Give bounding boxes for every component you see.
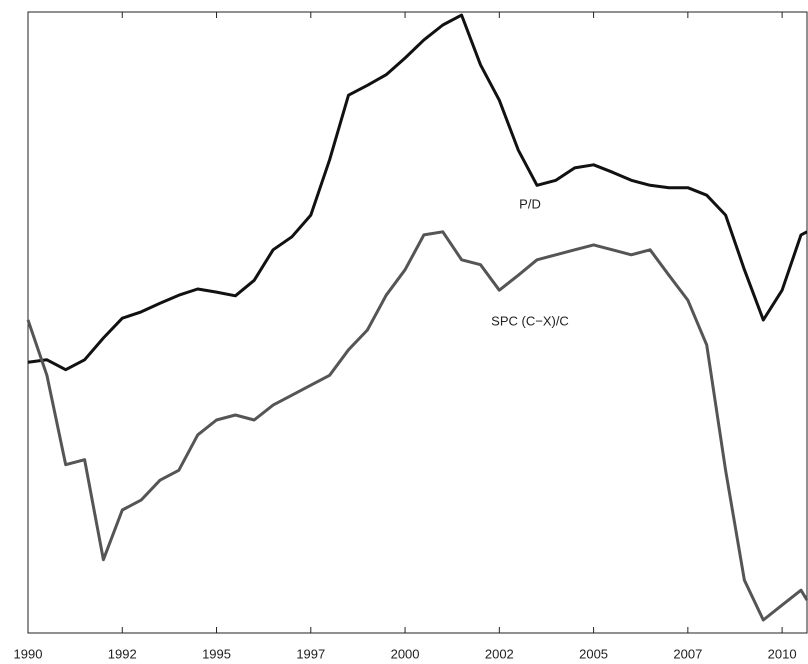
annotation: P/D (519, 196, 541, 211)
x-tick-label: 2007 (673, 646, 702, 661)
plot-frame (27, 11, 808, 634)
x-tick-label: 2000 (391, 646, 420, 661)
x-tick-label: 1990 (14, 646, 43, 661)
x-tick-label: 1997 (296, 646, 325, 661)
series-line (27, 13, 808, 372)
series-line (26, 230, 808, 622)
x-tick-label: 2010 (768, 646, 797, 661)
x-tick-label: 2005 (579, 646, 608, 661)
annotation: SPC (C−X)/C (491, 313, 569, 328)
x-tick-label: 1995 (202, 646, 231, 661)
x-tick-label: 2002 (485, 646, 514, 661)
x-tick-label: 1992 (108, 646, 137, 661)
